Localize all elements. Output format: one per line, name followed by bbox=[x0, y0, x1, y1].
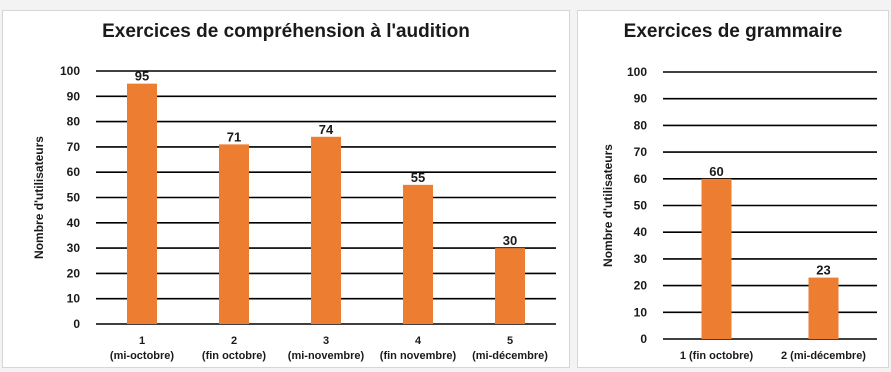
data-label: 23 bbox=[816, 263, 830, 278]
x-tick-label: (fin octobre) bbox=[202, 350, 266, 362]
x-tick-label: 3 bbox=[323, 335, 329, 347]
y-tick-label: 60 bbox=[634, 172, 648, 186]
y-tick-label: 90 bbox=[67, 89, 81, 103]
y-tick-label: 60 bbox=[67, 165, 81, 179]
y-tick-label: 30 bbox=[634, 252, 648, 266]
y-tick-label: 90 bbox=[634, 92, 648, 106]
y-tick-label: 80 bbox=[634, 118, 648, 132]
y-tick-label: 10 bbox=[67, 292, 81, 306]
y-tick-label: 20 bbox=[67, 266, 81, 280]
y-tick-label: 50 bbox=[634, 199, 648, 213]
x-tick-label: 5 bbox=[507, 335, 513, 347]
grammar-bar-chart: 0 10 20 30 40 50 60 70 80 90 100 Nombre d'utilisate… bbox=[601, 65, 877, 362]
y-tick-label: 80 bbox=[67, 115, 81, 129]
y-tick-label: 50 bbox=[67, 191, 81, 205]
y-tick-label: 20 bbox=[634, 279, 648, 293]
chart-title: Exercices de grammaire bbox=[623, 21, 843, 42]
data-label: 30 bbox=[503, 233, 517, 248]
x-tick-label: 1 (fin octobre) bbox=[680, 350, 754, 362]
data-label: 60 bbox=[709, 164, 723, 179]
x-tick-label: (mi-octobre) bbox=[110, 350, 175, 362]
bar bbox=[311, 136, 341, 324]
y-tick-label: 10 bbox=[634, 305, 648, 319]
y-tick-label: 40 bbox=[67, 216, 81, 230]
y-tick-label: 0 bbox=[640, 332, 647, 346]
data-label: 95 bbox=[135, 69, 149, 84]
x-tick-label: (mi-novembre) bbox=[288, 350, 365, 362]
x-tick-label: 2 (mi-décembre) bbox=[781, 350, 866, 362]
bar bbox=[495, 248, 525, 324]
listening-bar-chart: 0 10 20 30 40 50 60 70 80 90 100 Nombre d'utilisate… bbox=[32, 64, 556, 362]
y-tick-label: 70 bbox=[67, 140, 81, 154]
x-tick-label: 2 bbox=[231, 335, 237, 347]
bar bbox=[701, 178, 732, 339]
bar bbox=[219, 144, 249, 324]
y-tick-label: 70 bbox=[634, 145, 648, 159]
y-axis-title: Nombre d'utilisateurs bbox=[32, 136, 46, 259]
data-label: 55 bbox=[411, 170, 425, 185]
bar bbox=[127, 83, 157, 325]
chart-panel-listening: Exercices de compréhension à l'audition … bbox=[2, 10, 570, 368]
chart-title: Exercices de compréhension à l'audition bbox=[102, 21, 470, 42]
x-tick-label: (fin novembre) bbox=[380, 350, 457, 362]
y-tick-label: 100 bbox=[60, 64, 80, 78]
x-tick-label: (mi-décembre) bbox=[472, 350, 548, 362]
y-tick-label: 30 bbox=[67, 241, 81, 255]
chart-panel-grammar: Exercices de grammaire 0 10 20 30 40 50 60 70 80… bbox=[577, 10, 889, 368]
y-tick-label: 0 bbox=[73, 317, 80, 331]
y-tick-label: 100 bbox=[627, 65, 647, 79]
x-tick-label: 1 bbox=[139, 335, 145, 347]
bar bbox=[403, 184, 433, 324]
bar bbox=[808, 277, 839, 339]
y-tick-label: 40 bbox=[634, 225, 648, 239]
data-label: 74 bbox=[319, 122, 334, 137]
data-label: 71 bbox=[227, 129, 241, 144]
x-tick-label: 4 bbox=[415, 335, 422, 347]
y-axis-title: Nombre d'utilisateurs bbox=[601, 144, 615, 267]
